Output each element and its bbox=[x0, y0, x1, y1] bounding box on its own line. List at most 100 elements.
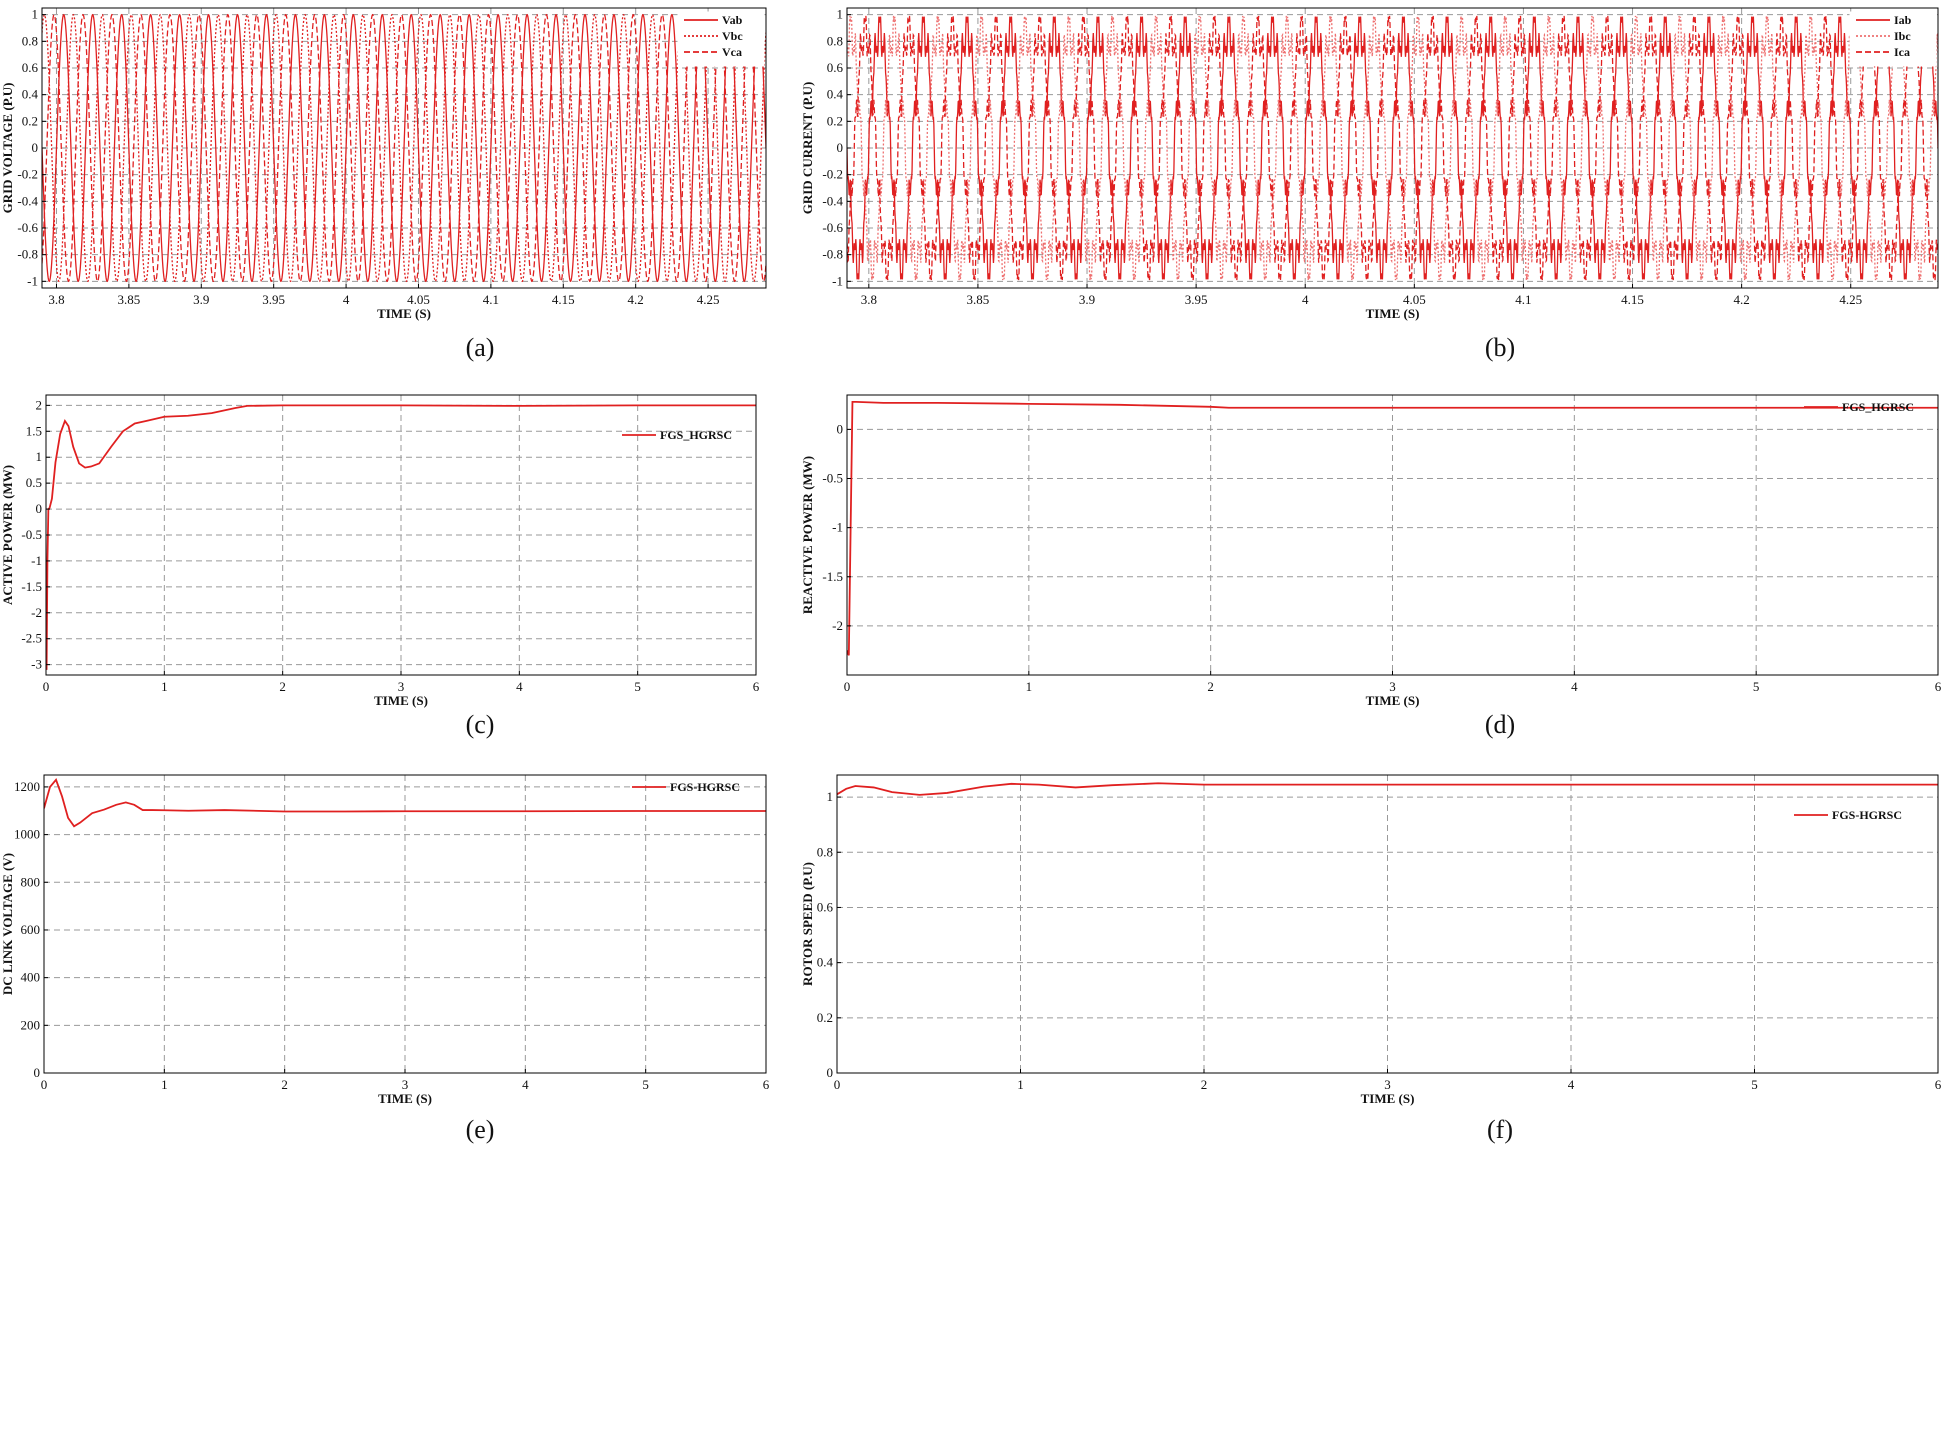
legend-label: Vbc bbox=[722, 29, 743, 43]
x-tick-label: 4 bbox=[343, 292, 350, 307]
x-tick-label: 1 bbox=[161, 1077, 168, 1092]
y-tick-label: 800 bbox=[21, 874, 41, 889]
x-tick-label: 2 bbox=[279, 679, 286, 694]
series-line-Ibc bbox=[847, 15, 1938, 281]
y-tick-label: 0.6 bbox=[827, 60, 844, 75]
series-line-Vab bbox=[42, 13, 766, 283]
caption-f: (f) bbox=[1487, 1115, 1513, 1144]
y-tick-label: 1200 bbox=[14, 779, 40, 794]
y-tick-label: 0 bbox=[34, 1065, 41, 1080]
chart-panel-c: 0 1 2 3 4 5 6 -3 -2.5 -2 -1.5 -1 -0.5 0 0.5 1 1.5 2 TIME (… bbox=[0, 385, 780, 715]
legend-label: FGS_HGRSC bbox=[660, 428, 732, 442]
legend-box bbox=[1849, 11, 1937, 67]
y-tick-label: -1 bbox=[832, 520, 843, 535]
x-tick-label: 3.85 bbox=[967, 292, 990, 307]
y-tick-label: -0.5 bbox=[21, 527, 42, 542]
y-tick-label: -1 bbox=[832, 273, 843, 288]
x-tick-label: 0 bbox=[844, 679, 851, 694]
x-tick-label: 3.95 bbox=[1185, 292, 1208, 307]
series-line-FGS_HGRSC bbox=[847, 400, 1938, 656]
x-tick-label: 2 bbox=[1201, 1077, 1208, 1092]
chart-panel-f: 0 1 2 3 4 5 6 0 0.2 0.4 0.6 0.8 1 TIME (S) ROTOR SPEED… bbox=[800, 765, 1950, 1110]
x-tick-label: 3.9 bbox=[1079, 292, 1095, 307]
x-tick-label: 4.25 bbox=[697, 292, 720, 307]
dc-link-voltage-chart: 0 1 2 3 4 5 6 0 200 400 600 800 1000 1200 TIME (S) DC L… bbox=[0, 774, 770, 1106]
y-tick-label: -0.8 bbox=[822, 247, 843, 262]
y-tick-label: 1.5 bbox=[26, 423, 42, 438]
series-line-FGS_HGRSC bbox=[46, 404, 756, 670]
y-tick-label: 400 bbox=[21, 970, 41, 985]
x-tick-label: 3.8 bbox=[48, 292, 64, 307]
rotor-speed-chart: 0 1 2 3 4 5 6 0 0.2 0.4 0.6 0.8 1 TIME (S) ROTOR SPEED… bbox=[800, 774, 1942, 1106]
x-tick-label: 4.1 bbox=[1515, 292, 1531, 307]
legend-label: Vab bbox=[722, 13, 743, 27]
x-tick-label: 5 bbox=[642, 1077, 649, 1092]
x-tick-label: 4 bbox=[522, 1077, 529, 1092]
x-tick-label: 4.25 bbox=[1839, 292, 1862, 307]
x-axis-label: TIME (S) bbox=[374, 693, 428, 708]
x-tick-label: 4.2 bbox=[628, 292, 644, 307]
y-tick-label: 0.2 bbox=[827, 113, 843, 128]
y-tick-label: -0.4 bbox=[822, 193, 843, 208]
series-line-FGS-HGRSC bbox=[44, 777, 766, 828]
x-tick-label: 4 bbox=[1571, 679, 1578, 694]
y-tick-label: 0 bbox=[32, 140, 39, 155]
y-tick-label: -0.4 bbox=[17, 193, 38, 208]
y-tick-label: 0 bbox=[837, 421, 844, 436]
x-axis-label: TIME (S) bbox=[378, 1091, 432, 1106]
y-tick-label: -3 bbox=[31, 657, 42, 672]
y-tick-label: -2 bbox=[31, 605, 42, 620]
legend-label: Iab bbox=[1894, 13, 1912, 27]
x-tick-label: 3 bbox=[402, 1077, 409, 1092]
x-tick-label: 6 bbox=[1935, 679, 1942, 694]
legend-label: FGS_HGRSC bbox=[1842, 400, 1914, 414]
grid-voltage-chart: 3.8 3.85 3.9 3.95 4 4.05 4.1 4.15 4.2 4.25 -1 -0.8 -… bbox=[0, 7, 767, 321]
y-tick-label: 0.8 bbox=[827, 33, 843, 48]
x-tick-label: 4.2 bbox=[1733, 292, 1749, 307]
x-tick-label: 5 bbox=[1753, 679, 1760, 694]
y-tick-label: 0 bbox=[837, 140, 844, 155]
legend-label: FGS-HGRSC bbox=[670, 780, 740, 794]
chart-panel-a: 3.8 3.85 3.9 3.95 4 4.05 4.1 4.15 4.2 4.25 -1 -0.8 -… bbox=[0, 0, 780, 335]
reactive-power-chart: 0 1 2 3 4 5 6 -2 -1.5 -1 -0.5 0 TIME (S) REACTIVE POW… bbox=[800, 394, 1942, 708]
y-tick-label: 1 bbox=[837, 7, 844, 22]
series-line-Vbc bbox=[42, 13, 766, 283]
x-tick-label: 4.15 bbox=[1621, 292, 1644, 307]
y-axis-label: ROTOR SPEED (P.U) bbox=[800, 862, 815, 986]
y-axis-label: GRID CURRENT (P.U) bbox=[800, 82, 815, 215]
caption-b: (b) bbox=[1484, 333, 1516, 362]
y-tick-label: 1 bbox=[32, 7, 39, 22]
x-tick-label: 6 bbox=[753, 679, 760, 694]
y-tick-label: -0.6 bbox=[822, 220, 843, 235]
y-axis-label: GRID VOLTAGE (P.U) bbox=[0, 83, 15, 214]
x-tick-label: 4 bbox=[1568, 1077, 1575, 1092]
caption-d: (d) bbox=[1484, 710, 1516, 739]
x-tick-label: 4 bbox=[516, 679, 523, 694]
active-power-chart: 0 1 2 3 4 5 6 -3 -2.5 -2 -1.5 -1 -0.5 0 0.5 1 1.5 2 TIME (… bbox=[0, 394, 760, 708]
y-tick-label: 0 bbox=[827, 1065, 834, 1080]
y-tick-label: -1 bbox=[31, 553, 42, 568]
y-tick-label: 0.6 bbox=[817, 899, 834, 914]
chart-panel-b: 3.8 3.85 3.9 3.95 4 4.05 4.1 4.15 4.2 4.25 -1 -0.8 -… bbox=[800, 0, 1950, 335]
legend-label: Ica bbox=[1894, 45, 1910, 59]
y-tick-label: 1 bbox=[827, 789, 834, 804]
x-tick-label: 4 bbox=[1302, 292, 1309, 307]
y-tick-label: 0.5 bbox=[26, 475, 42, 490]
caption-c: (c) bbox=[465, 710, 495, 739]
y-tick-label: -0.2 bbox=[17, 167, 38, 182]
y-tick-label: 2 bbox=[36, 397, 43, 412]
series-line-Ica bbox=[847, 15, 1938, 281]
y-tick-label: -1 bbox=[27, 273, 38, 288]
y-tick-label: -0.2 bbox=[822, 167, 843, 182]
legend-label: Vca bbox=[722, 45, 742, 59]
legend-label: FGS-HGRSC bbox=[1832, 808, 1902, 822]
y-tick-label: 600 bbox=[21, 922, 41, 937]
y-tick-label: 0.2 bbox=[22, 113, 38, 128]
y-tick-label: 1 bbox=[36, 449, 43, 464]
y-tick-label: -0.8 bbox=[17, 247, 38, 262]
x-tick-label: 3 bbox=[1384, 1077, 1391, 1092]
y-tick-label: 0.8 bbox=[22, 33, 38, 48]
y-axis-label: ACTIVE POWER (MW) bbox=[0, 465, 15, 605]
x-tick-label: 5 bbox=[1751, 1077, 1758, 1092]
y-tick-label: -1.5 bbox=[21, 579, 42, 594]
